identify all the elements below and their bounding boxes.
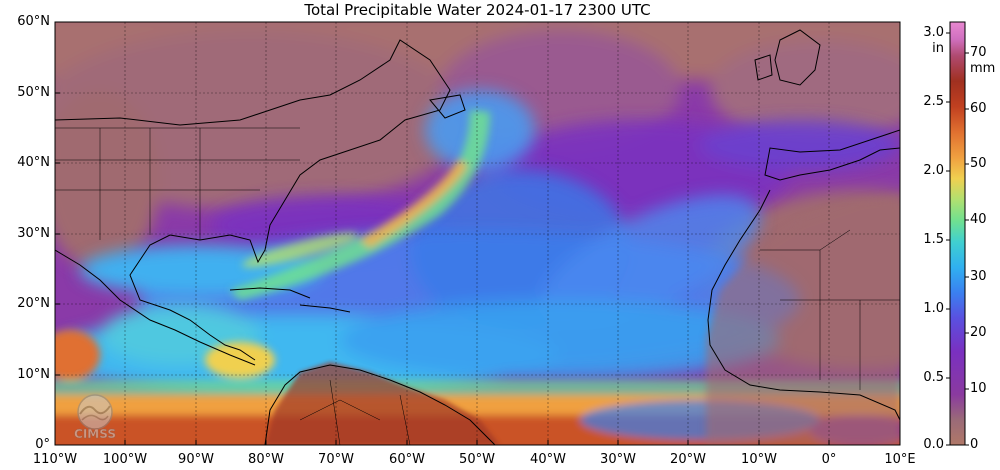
lat-label: 10°N	[17, 367, 50, 382]
colorbar-mm-tick: 10	[970, 381, 987, 396]
political-borders	[55, 127, 900, 445]
colorbar-in-unit: in	[932, 41, 944, 56]
colorbar-in-tick: 0.5	[923, 370, 944, 385]
colorbar-in-tick: 2.5	[923, 94, 944, 109]
colorbar-mm-tick: 50	[970, 156, 987, 171]
lon-label: 110°W	[32, 452, 78, 467]
lon-label: 90°W	[178, 452, 214, 467]
lon-label: 10°W	[741, 452, 777, 467]
colorbar-ticks	[946, 32, 969, 446]
colorbar-mm-tick: 0	[970, 437, 979, 452]
colorbar-mm-tick: 30	[970, 269, 987, 284]
lon-label: 100°W	[102, 452, 148, 467]
coastlines	[55, 29, 900, 445]
lon-label: 30°W	[600, 452, 636, 467]
lat-label: 40°N	[17, 155, 50, 170]
colorbar-in-tick: 2.0	[923, 163, 944, 178]
lat-label: 30°N	[17, 226, 50, 241]
lon-label: 20°W	[670, 452, 706, 467]
svg-text:CIMSS: CIMSS	[74, 427, 116, 441]
axis-ticks	[54, 21, 901, 445]
lon-label: 50°W	[459, 452, 495, 467]
lon-label: 10°E	[884, 452, 916, 467]
colorbar-mm-tick: 60	[970, 101, 987, 116]
lon-label: 70°W	[318, 452, 354, 467]
lon-label: 40°W	[530, 452, 566, 467]
colorbar-mm-tick: 20	[970, 325, 987, 340]
colorbar-mm-tick: 40	[970, 212, 987, 227]
colorbar-in-tick: 3.0	[923, 25, 944, 40]
lon-label: 0°	[821, 452, 837, 467]
map-title: Total Precipitable Water 2024-01-17 2300…	[304, 1, 651, 19]
colorbar-in-tick: 1.5	[923, 232, 944, 247]
colorbar-in-tick: 1.0	[923, 301, 944, 316]
colorbar-in-tick: 0.0	[923, 437, 944, 452]
colorbar-mm-unit: mm	[970, 61, 996, 76]
lon-label: 80°W	[248, 452, 284, 467]
lon-label: 60°W	[389, 452, 425, 467]
tpw-field	[55, 22, 900, 445]
lat-label: 50°N	[17, 85, 50, 100]
graticule	[55, 22, 900, 445]
lat-label: 0°	[35, 437, 50, 452]
colorbar	[949, 21, 966, 446]
colorbar-mm-tick: 70	[970, 45, 987, 60]
cimss-logo: CIMSS	[74, 394, 116, 441]
lat-label: 60°N	[17, 14, 50, 29]
lat-label: 20°N	[17, 296, 50, 311]
